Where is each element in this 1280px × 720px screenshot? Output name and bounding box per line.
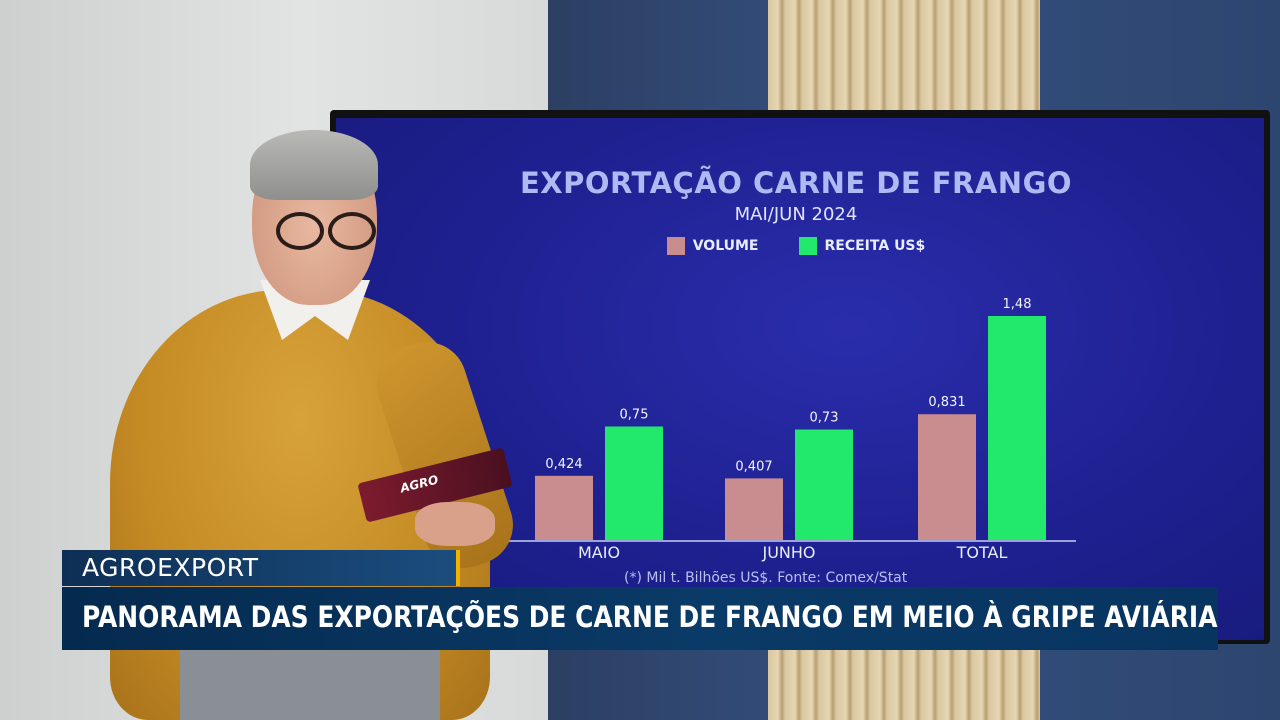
presenter-hand bbox=[415, 502, 495, 546]
headline-text: PANORAMA DAS EXPORTAÇÕES DE CARNE DE FRA… bbox=[82, 600, 1218, 634]
presenter-hair bbox=[250, 130, 378, 200]
legend-item-receita: RECEITA US$ bbox=[798, 237, 926, 255]
data-label-receita-junho: 0,73 bbox=[810, 411, 839, 426]
legend-swatch-receita bbox=[798, 237, 817, 255]
data-label-volume-maio: 0,424 bbox=[545, 457, 582, 472]
chart-source-note: (*) Mil t. Bilhões US$. Fonte: Comex/Sta… bbox=[624, 570, 908, 586]
bar-receita-junho bbox=[795, 429, 853, 540]
legend-item-volume: VOLUME bbox=[666, 237, 759, 255]
data-label-receita-maio: 0,75 bbox=[620, 407, 649, 422]
data-label-volume-junho: 0,407 bbox=[735, 459, 772, 474]
bar-volume-total bbox=[918, 414, 976, 540]
legend-label-volume: VOLUME bbox=[692, 238, 759, 254]
presenter-trousers bbox=[180, 650, 440, 720]
legend-label-receita: RECEITA US$ bbox=[824, 238, 926, 254]
glasses-right-lens bbox=[328, 212, 376, 250]
program-name: AGROEXPORT bbox=[82, 553, 259, 582]
chart-legend: VOLUME RECEITA US$ bbox=[336, 237, 1256, 255]
glasses-left-lens bbox=[276, 212, 324, 250]
chart-subtitle: MAI/JUN 2024 bbox=[734, 204, 858, 225]
legend-swatch-volume bbox=[666, 237, 685, 255]
bar-volume-maio bbox=[535, 475, 593, 540]
bar-receita-maio bbox=[605, 426, 663, 540]
bar-chart: 0,424 0,75 MAIO 0,407 0,73 JUNHO 0,831 1,48 TOTA… bbox=[504, 297, 1076, 562]
lower-third-headline: PANORAMA DAS EXPORTAÇÕES DE CARNE DE FRA… bbox=[62, 587, 1218, 650]
category-label-junho: JUNHO bbox=[761, 543, 815, 562]
bar-receita-total bbox=[988, 316, 1046, 540]
category-label-maio: MAIO bbox=[578, 543, 620, 562]
data-label-receita-total: 1,48 bbox=[1003, 297, 1032, 312]
bar-volume-junho bbox=[725, 478, 783, 540]
chart-title: EXPORTAÇÃO CARNE DE FRANGO bbox=[519, 166, 1073, 200]
data-label-volume-total: 0,831 bbox=[928, 395, 965, 410]
category-label-total: TOTAL bbox=[956, 543, 1008, 562]
lower-third-tag: AGROEXPORT bbox=[62, 550, 460, 586]
